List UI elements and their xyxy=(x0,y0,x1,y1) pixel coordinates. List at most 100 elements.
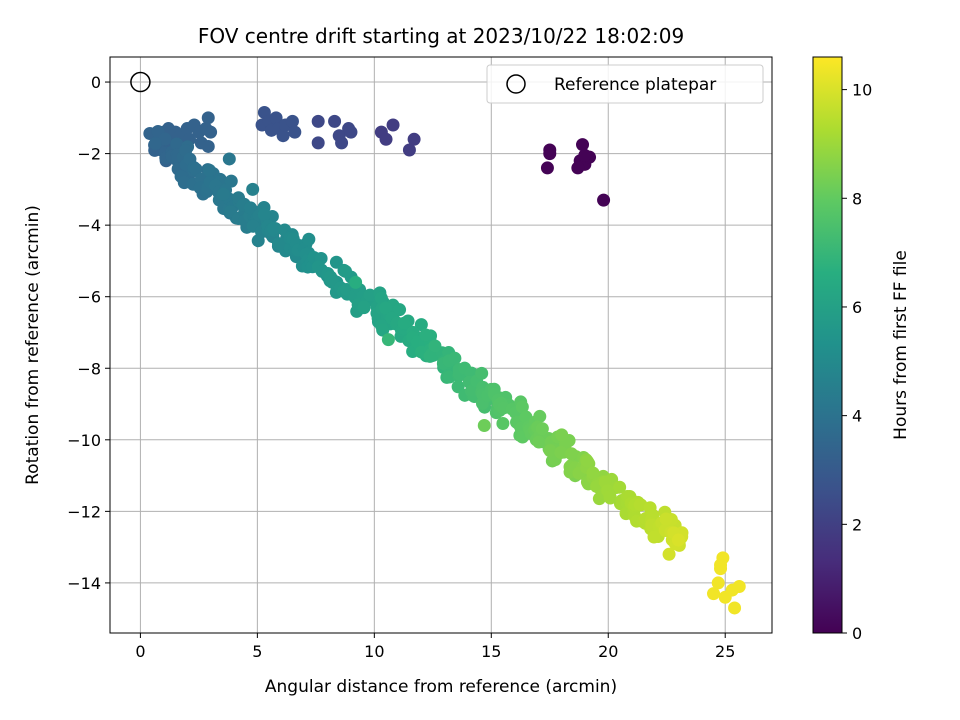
y-tick-label: −2 xyxy=(77,145,101,164)
data-point xyxy=(728,601,742,615)
y-tick-label: −8 xyxy=(77,359,101,378)
data-point xyxy=(633,498,647,512)
data-point xyxy=(711,576,725,590)
data-point xyxy=(339,264,353,278)
data-point xyxy=(603,491,617,505)
chart-title: FOV centre drift starting at 2023/10/22 … xyxy=(198,24,684,48)
data-point xyxy=(224,174,238,188)
colorbar-tick-label: 6 xyxy=(852,298,862,317)
x-tick-label: 0 xyxy=(135,642,145,661)
data-point xyxy=(540,161,554,175)
data-point xyxy=(448,351,462,365)
y-tick-label: −6 xyxy=(77,288,101,307)
data-point xyxy=(311,136,325,150)
data-point xyxy=(714,558,728,572)
data-point xyxy=(419,328,433,342)
data-point xyxy=(344,125,358,139)
data-point xyxy=(532,435,546,449)
data-point xyxy=(328,114,342,128)
data-point xyxy=(246,182,260,196)
data-point xyxy=(397,316,411,330)
x-axis-ticks: 0 5 10 15 20 25 xyxy=(135,633,735,661)
data-point xyxy=(533,409,547,423)
legend-entry-reference: Reference platepar xyxy=(554,75,716,95)
data-point xyxy=(379,132,393,146)
data-point xyxy=(586,466,600,480)
data-point xyxy=(376,323,390,337)
data-point xyxy=(535,422,549,436)
x-tick-label: 15 xyxy=(481,642,501,661)
data-point xyxy=(243,201,257,215)
data-point xyxy=(374,291,388,305)
data-point xyxy=(269,111,283,125)
data-point xyxy=(285,114,299,128)
data-point xyxy=(477,419,491,432)
data-point xyxy=(402,143,416,157)
data-point xyxy=(251,234,265,248)
data-point xyxy=(357,300,371,314)
data-point xyxy=(554,446,568,460)
data-point xyxy=(496,416,510,430)
data-point xyxy=(597,193,611,207)
data-point xyxy=(428,339,442,353)
data-point xyxy=(288,125,302,139)
colorbar-gradient xyxy=(813,57,842,633)
data-point xyxy=(571,161,585,175)
data-point xyxy=(170,137,184,151)
reference-platepar-marker xyxy=(130,71,151,93)
colorbar-tick-label: 8 xyxy=(852,189,862,208)
legend: Reference platepar xyxy=(486,64,764,104)
data-point xyxy=(202,163,216,177)
colorbar-frame xyxy=(812,56,843,634)
data-point xyxy=(201,111,215,125)
x-tick-label: 10 xyxy=(364,642,384,661)
data-point xyxy=(311,114,325,128)
data-point xyxy=(189,162,203,176)
data-point xyxy=(613,480,627,494)
data-point xyxy=(393,303,407,317)
y-tick-label: −12 xyxy=(67,502,101,521)
legend-box xyxy=(486,64,764,104)
data-point xyxy=(671,533,685,547)
plot-frame xyxy=(109,56,773,634)
data-point xyxy=(662,547,676,561)
colorbar-ticks: 0 2 4 6 8 10 xyxy=(842,81,872,643)
data-points xyxy=(143,105,746,615)
data-point xyxy=(659,512,673,526)
y-tick-label: −4 xyxy=(77,216,101,235)
reference-layer xyxy=(130,71,151,93)
colorbar-tick-label: 4 xyxy=(852,407,862,426)
data-point xyxy=(379,301,393,315)
data-point xyxy=(349,275,363,289)
data-point xyxy=(204,125,218,139)
data-point xyxy=(414,318,428,332)
colorbar-tick-label: 10 xyxy=(852,81,872,100)
data-point xyxy=(564,447,578,461)
x-tick-label: 20 xyxy=(598,642,618,661)
colorbar-tick-label: 0 xyxy=(852,624,862,643)
y-axis-label: Rotation from reference (arcmin) xyxy=(23,205,43,485)
data-point xyxy=(267,221,281,235)
data-point xyxy=(222,152,236,166)
data-point xyxy=(329,255,343,269)
data-point xyxy=(555,428,569,442)
data-point xyxy=(257,207,271,221)
y-tick-label: −10 xyxy=(67,431,101,450)
y-tick-label: 0 xyxy=(91,73,101,92)
legend-reference-marker xyxy=(506,74,526,94)
data-point xyxy=(148,137,162,151)
data-point xyxy=(475,366,489,380)
data-point xyxy=(276,129,290,143)
colorbar-label: Hours from first FF file xyxy=(891,250,911,440)
data-point xyxy=(576,138,590,152)
colorbar: 0 2 4 6 8 10 Hours from first FF file xyxy=(812,56,911,643)
y-axis-ticks: 0 −2 −4 −6 −8 −10 −12 −14 xyxy=(67,73,110,593)
data-point xyxy=(381,333,395,347)
data-point xyxy=(707,587,721,601)
data-point xyxy=(515,400,529,414)
data-point xyxy=(580,455,594,469)
y-tick-label: −14 xyxy=(67,574,101,593)
data-point xyxy=(732,579,746,593)
